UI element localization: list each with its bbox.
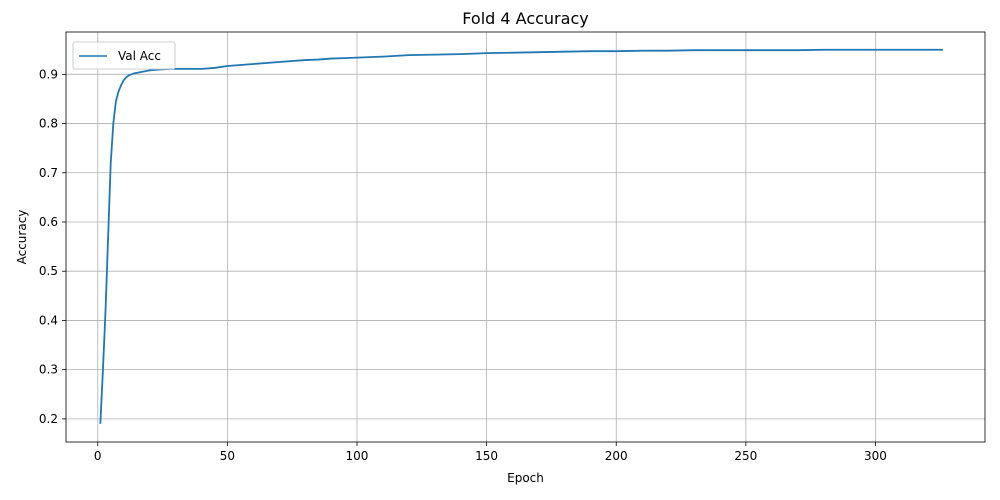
y-tick-label: 0.2 — [39, 412, 58, 426]
y-axis-label: Accuracy — [15, 210, 29, 265]
x-axis-ticks: 0 50 100 150 200 250 300 — [94, 442, 887, 463]
axes-frame — [65, 31, 986, 443]
x-tick-label: 0 — [94, 449, 102, 463]
grid — [66, 32, 985, 442]
chart-title: Fold 4 Accuracy — [462, 9, 588, 28]
x-tick-label: 100 — [346, 449, 369, 463]
series-layer — [99, 48, 943, 424]
x-tick-label: 300 — [864, 449, 887, 463]
x-tick-label: 150 — [475, 449, 498, 463]
y-tick-label: 0.8 — [39, 117, 58, 131]
series-line-val-acc — [99, 48, 943, 424]
y-tick-label: 0.3 — [39, 363, 58, 377]
legend-label-val-acc: Val Acc — [118, 49, 161, 63]
legend-box — [72, 41, 176, 70]
y-tick-label: 0.7 — [39, 166, 58, 180]
y-axis-ticks: 0.2 0.3 0.4 0.5 0.6 0.7 0.8 0.9 — [39, 67, 66, 426]
legend: Val Acc — [72, 41, 176, 70]
y-tick-label: 0.5 — [39, 264, 58, 278]
y-tick-label: 0.9 — [39, 67, 58, 81]
y-tick-label: 0.4 — [39, 313, 58, 327]
y-tick-label: 0.6 — [39, 215, 58, 229]
x-axis-label: Epoch — [507, 471, 544, 485]
x-tick-label: 200 — [605, 449, 628, 463]
x-tick-label: 250 — [734, 449, 757, 463]
x-tick-label: 50 — [220, 449, 235, 463]
